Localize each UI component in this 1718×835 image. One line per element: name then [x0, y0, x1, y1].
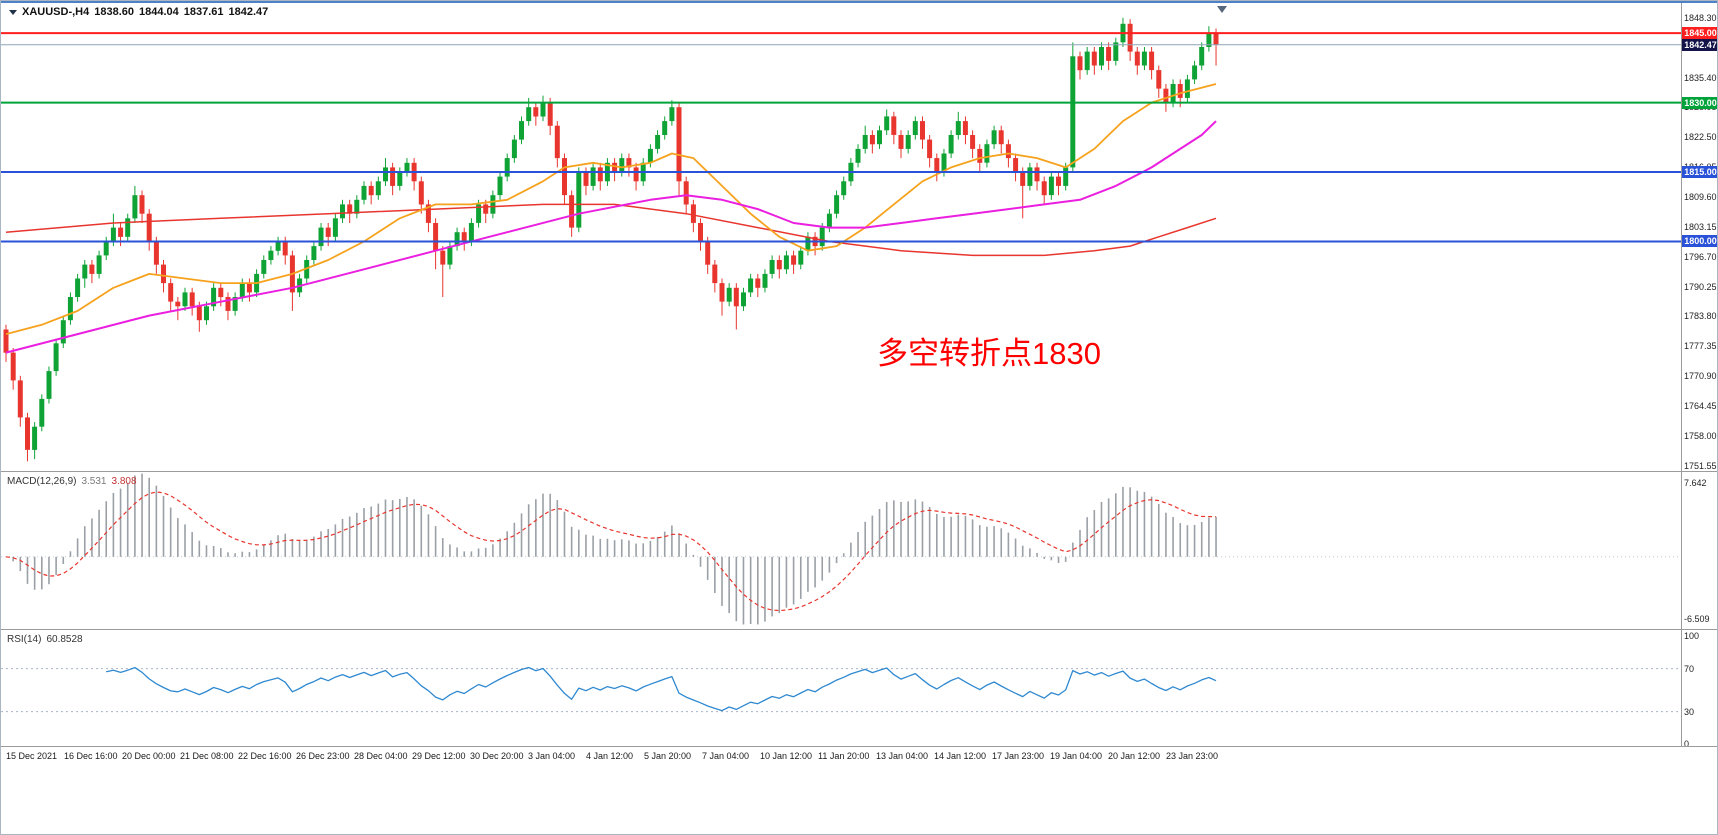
ohlc-close: 1842.47 — [228, 6, 269, 18]
symbol-timeframe: XAUUSD-,H4 — [22, 6, 90, 18]
price-axis-label: 1803.15 — [1684, 221, 1717, 232]
chart-shift-marker-icon[interactable] — [1217, 6, 1227, 13]
time-axis-label: 30 Dec 20:00 — [470, 751, 524, 761]
time-axis-label: 4 Jan 12:00 — [586, 751, 634, 761]
rsi-axis[interactable]: 100 70 30 0 — [1681, 630, 1717, 749]
time-axis-label: 21 Dec 08:00 — [180, 751, 234, 761]
price-axis-label: 1835.40 — [1684, 72, 1717, 83]
ohlc-open: 1838.60 — [94, 6, 134, 18]
main-chart-panel: 1848.301841.851835.401828.951822.501816.… — [1, 1, 1718, 473]
time-axis-label: 23 Jan 23:00 — [1166, 751, 1219, 761]
price-axis[interactable]: 1848.301841.851835.401828.951822.501816.… — [1681, 3, 1717, 471]
macd-label: MACD(12,26,9) 3.531 3.808 — [7, 476, 142, 487]
time-axis-label: 7 Jan 04:00 — [702, 751, 750, 761]
price-axis-label: 1790.25 — [1684, 281, 1717, 292]
price-axis-label: 1751.55 — [1684, 460, 1717, 471]
rsi-line — [106, 666, 1217, 712]
time-axis-label: 14 Jan 12:00 — [934, 751, 987, 761]
time-axis-label: 17 Jan 23:00 — [992, 751, 1045, 761]
macd-panel: 7.642 -6.509 MACD(12,26,9) 3.531 3.808 — [1, 471, 1718, 630]
time-axis-label: 20 Jan 12:00 — [1108, 751, 1161, 761]
price-axis-label: 1796.70 — [1684, 251, 1717, 262]
macd-axis-label: -6.509 — [1684, 614, 1710, 625]
price-axis-label: 1848.30 — [1684, 12, 1717, 23]
macd-canvas[interactable] — [1, 472, 1718, 630]
price-tag-1845.00: 1845.00 — [1682, 27, 1717, 40]
rsi-value: 60.8528 — [46, 634, 83, 645]
time-axis-label: 20 Dec 00:00 — [122, 751, 176, 761]
price-axis-label: 1822.50 — [1684, 132, 1717, 143]
rsi-axis-label: 0 — [1684, 738, 1690, 749]
time-axis-label: 28 Dec 04:00 — [354, 751, 408, 761]
macd-value-main: 3.531 — [81, 476, 107, 487]
macd-signal-line — [5, 491, 1217, 612]
price-axis-label: 1809.60 — [1684, 192, 1717, 203]
macd-indicator-name: MACD(12,26,9) — [7, 476, 77, 487]
time-axis-label: 11 Jan 20:00 — [818, 751, 870, 761]
ma-medium-orange[interactable] — [5, 83, 1217, 335]
rsi-axis-label: 30 — [1684, 706, 1695, 717]
time-axis-label: 26 Dec 23:00 — [296, 751, 350, 761]
rsi-axis-label: 100 — [1684, 631, 1700, 642]
time-axis-label: 5 Jan 20:00 — [644, 751, 692, 761]
time-axis-label: 29 Dec 12:00 — [412, 751, 466, 761]
macd-axis[interactable]: 7.642 -6.509 — [1681, 472, 1717, 629]
price-axis-label: 1764.45 — [1684, 401, 1717, 412]
time-axis-label: 3 Jan 04:00 — [528, 751, 576, 761]
time-axis[interactable]: 15 Dec 2021 16 Dec 16:00 20 Dec 00:00 21 De… — [1, 746, 1717, 772]
price-axis-label: 1758.00 — [1684, 430, 1717, 441]
rsi-indicator-name: RSI(14) — [7, 634, 42, 645]
rsi-axis-label: 70 — [1684, 663, 1695, 674]
chart-title: XAUUSD-,H4 1838.60 1844.04 1837.61 1842.47 — [9, 6, 273, 18]
ma-fast-magenta[interactable] — [5, 120, 1217, 354]
main-chart-canvas[interactable] — [1, 3, 1718, 473]
price-axis-label: 1783.80 — [1684, 311, 1717, 322]
price-tag-1815.00: 1815.00 — [1682, 166, 1717, 178]
ma-slow-red[interactable] — [5, 203, 1217, 257]
macd-histogram — [12, 473, 1217, 625]
annotation-text[interactable]: 多空转折点1830 — [877, 336, 1101, 371]
ohlc-high: 1844.04 — [139, 6, 179, 18]
price-tag-1800.00: 1800.00 — [1682, 235, 1717, 248]
candle-wicks — [5, 17, 1217, 462]
time-axis-label: 16 Dec 16:00 — [64, 751, 118, 761]
time-axis-label: 19 Jan 04:00 — [1050, 751, 1103, 761]
candle-bodies — [3, 23, 1219, 450]
rsi-panel: 100 70 30 0 RSI(14) 60.8528 — [1, 629, 1718, 749]
price-axis-label: 1777.35 — [1684, 341, 1717, 352]
time-axis-label: 13 Jan 04:00 — [876, 751, 929, 761]
time-axis-label: 15 Dec 2021 — [6, 751, 58, 761]
rsi-canvas[interactable] — [1, 630, 1718, 747]
price-tag-1842.47: 1842.47 — [1682, 38, 1717, 51]
time-axis-label: 22 Dec 16:00 — [238, 751, 292, 761]
price-axis-label: 1770.90 — [1684, 371, 1717, 382]
macd-axis-label: 7.642 — [1684, 478, 1707, 489]
time-axis-label: 10 Jan 12:00 — [760, 751, 813, 761]
price-tag-1830.00: 1830.00 — [1682, 96, 1717, 109]
macd-value-signal: 3.808 — [111, 476, 137, 487]
rsi-label: RSI(14) 60.8528 — [7, 634, 88, 645]
symbol-dropdown-icon[interactable] — [9, 9, 17, 15]
ohlc-low: 1837.61 — [183, 6, 224, 18]
